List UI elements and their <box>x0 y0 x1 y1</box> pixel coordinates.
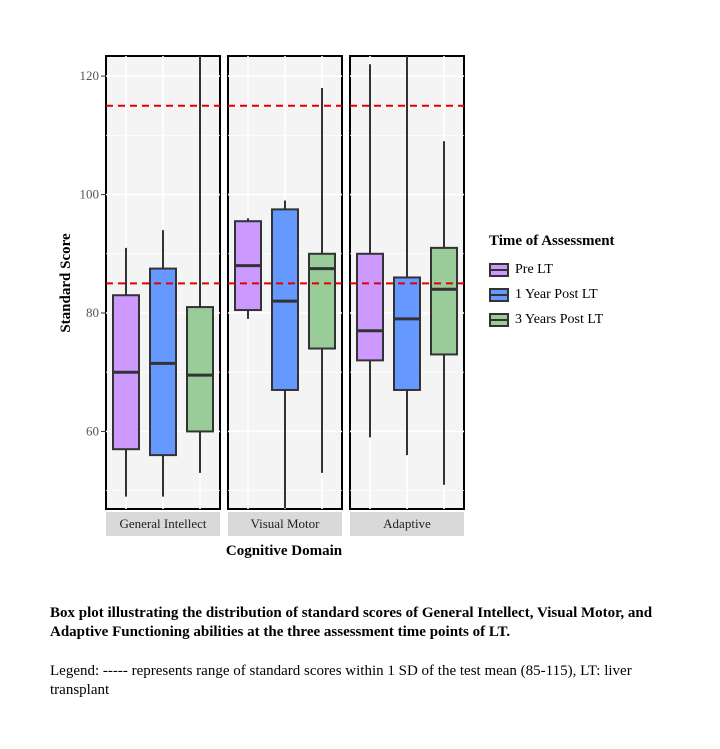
facet-strip <box>106 512 220 536</box>
box <box>393 276 421 391</box>
legend-key <box>489 287 509 302</box>
legend-label: 3 Years Post LT <box>515 311 604 327</box>
facet-strip <box>228 512 342 536</box>
legend: Time of Assessment Pre LT 1 Year Post LT… <box>489 233 615 332</box>
y-tick-label: 120 <box>80 68 100 83</box>
y-tick-label: 60 <box>86 423 99 438</box>
box <box>430 246 458 356</box>
y-tick-label: 100 <box>80 187 100 202</box>
legend-item-pre: Pre LT <box>489 257 615 282</box>
facet-strip <box>350 512 464 536</box>
x-axis-title: Cognitive Domain <box>226 543 343 559</box>
legend-key <box>489 262 509 277</box>
y-axis-title: Standard Score <box>58 233 74 333</box>
legend-label: 1 Year Post LT <box>515 286 598 302</box>
y-tick-label: 80 <box>86 305 99 320</box>
box <box>186 306 214 433</box>
legend-item-1yr: 1 Year Post LT <box>489 282 615 307</box>
legend-item-3yr: 3 Years Post LT <box>489 307 615 332</box>
legend-title: Time of Assessment <box>489 233 615 249</box>
figure-caption: Box plot illustrating the distribution o… <box>50 605 653 640</box>
facet-label: Adaptive <box>383 516 431 531</box>
box <box>356 252 384 362</box>
figure-legend-note: Legend: ----- represents range of standa… <box>50 663 632 698</box>
legend-label: Pre LT <box>515 261 553 277</box>
facet-label: Visual Motor <box>251 516 321 531</box>
box-plot: General Intellect Visual Motor Adaptive 60 8… <box>58 55 465 559</box>
legend-key <box>489 312 509 327</box>
facet-label: General Intellect <box>120 516 207 531</box>
